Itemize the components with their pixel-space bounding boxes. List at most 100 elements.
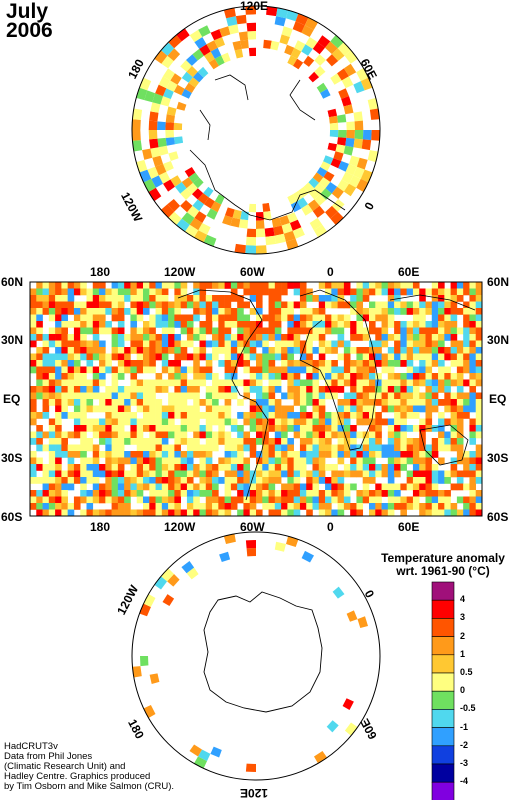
anomaly-cell: [212, 295, 219, 302]
anomaly-cell: [469, 405, 477, 413]
anomaly-cell: [86, 288, 94, 296]
anomaly-cell: [450, 444, 458, 452]
anomaly-cell: [55, 457, 62, 465]
legend-swatch: [431, 599, 455, 619]
anomaly-cell: [463, 399, 470, 406]
anomaly-cell: [174, 360, 181, 367]
anomaly-cell: [287, 425, 294, 432]
anomaly-cell: [155, 334, 163, 341]
anomaly-cell: [117, 418, 125, 426]
anomaly-cell: [293, 190, 304, 202]
anomaly-cell: [199, 431, 207, 439]
anomaly-cell: [224, 327, 232, 335]
anomaly-cell: [161, 379, 169, 387]
anomaly-cell: [42, 490, 50, 497]
anomaly-cell: [350, 457, 357, 465]
anomaly-cell: [463, 412, 470, 419]
anomaly-cell: [444, 301, 451, 309]
anomaly-cell: [369, 108, 380, 120]
anomaly-cell: [92, 353, 100, 361]
anomaly-cell: [143, 594, 156, 607]
anomaly-cell: [249, 412, 257, 419]
anomaly-cell: [346, 130, 355, 139]
anomaly-cell: [55, 314, 62, 322]
anomaly-cell: [475, 327, 482, 335]
anomaly-cell: [287, 353, 294, 361]
anomaly-cell: [456, 399, 464, 406]
anomaly-cell: [381, 483, 389, 491]
legend-swatch: [431, 636, 455, 656]
anomaly-cell: [111, 327, 119, 335]
anomaly-cell: [149, 509, 156, 516]
anomaly-cell: [419, 425, 426, 432]
anomaly-cell: [99, 379, 106, 387]
anomaly-cell: [400, 353, 407, 361]
anomaly-cell: [419, 366, 426, 374]
anomaly-cell: [55, 392, 62, 400]
anomaly-cell: [155, 496, 163, 504]
anomaly-cell: [256, 314, 263, 322]
anomaly-cell: [86, 457, 94, 465]
anomaly-cell: [230, 340, 238, 348]
anomaly-cell: [186, 334, 194, 341]
anomaly-cell: [262, 412, 269, 419]
anomaly-cell: [394, 301, 401, 309]
anomaly-cell: [312, 327, 320, 335]
anomaly-cell: [180, 340, 188, 348]
anomaly-cell: [149, 470, 156, 478]
anomaly-cell: [301, 550, 314, 563]
anomaly-cell: [335, 144, 346, 154]
anomaly-cell: [305, 37, 318, 49]
anomaly-cell: [287, 457, 294, 465]
anomaly-cell: [256, 228, 266, 238]
anomaly-cell: [149, 379, 156, 387]
anomaly-cell: [343, 104, 354, 115]
anomaly-cell: [450, 509, 458, 516]
anomaly-cell: [394, 360, 401, 367]
anomaly-cell: [387, 470, 395, 478]
anomaly-cell: [92, 321, 100, 328]
anomaly-cell: [375, 438, 382, 445]
anomaly-cell: [249, 444, 257, 452]
anomaly-cell: [419, 327, 426, 335]
anomaly-cell: [325, 496, 332, 504]
anomaly-cell: [224, 373, 232, 380]
anomaly-cell: [331, 48, 345, 61]
anomaly-cell: [412, 353, 420, 361]
anomaly-cell: [218, 360, 225, 367]
anomaly-cell: [268, 308, 276, 315]
anomaly-cell: [105, 366, 112, 374]
anomaly-cell: [111, 353, 119, 361]
anomaly-cell: [400, 360, 407, 367]
anomaly-cell: [132, 108, 143, 120]
anomaly-cell: [350, 503, 357, 510]
anomaly-cell: [186, 457, 194, 465]
anomaly-cell: [262, 386, 269, 393]
anomaly-cell: [262, 340, 269, 348]
anomaly-cell: [394, 470, 401, 478]
anomaly-cell: [256, 282, 263, 289]
legend-tick-label: -0.5: [460, 703, 476, 714]
anomaly-cell: [463, 470, 470, 478]
anomaly-cell: [306, 386, 313, 393]
anomaly-cell: [92, 282, 100, 289]
anomaly-cell: [369, 438, 376, 445]
anomaly-cell: [124, 496, 131, 504]
anomaly-cell: [281, 308, 288, 315]
anomaly-cell: [381, 334, 389, 341]
anomaly-cell: [36, 490, 43, 497]
anomaly-cell: [132, 130, 141, 141]
anomaly-cell: [331, 366, 338, 374]
anomaly-cell: [469, 490, 477, 497]
anomaly-cell: [369, 314, 376, 322]
anomaly-cell: [350, 444, 357, 452]
anomaly-cell: [394, 321, 401, 328]
anomaly-cell: [287, 451, 294, 458]
anomaly-cell: [36, 314, 43, 322]
anomaly-cell: [237, 327, 244, 335]
anomaly-cell: [180, 301, 188, 309]
anomaly-cell: [230, 379, 238, 387]
anomaly-cell: [265, 235, 277, 246]
anomaly-cell: [230, 217, 241, 228]
anomaly-cell: [268, 451, 276, 458]
